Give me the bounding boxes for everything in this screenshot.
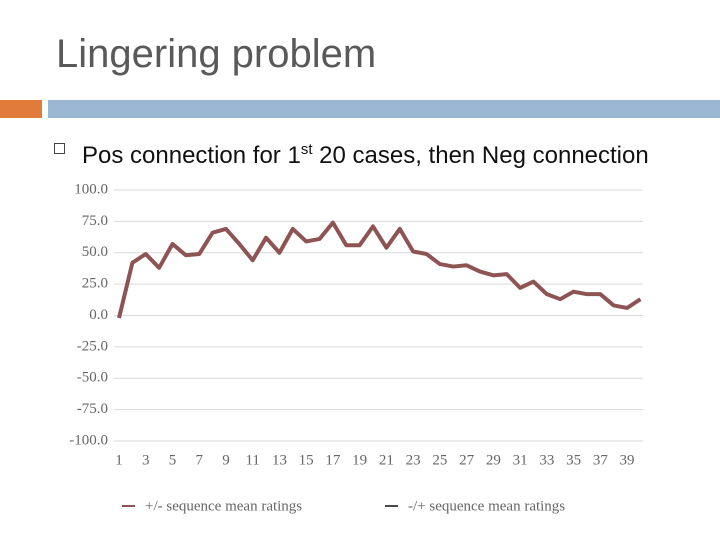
accent-bar [48, 100, 720, 118]
x-tick-label: 3 [142, 452, 150, 468]
x-tick-label: 25 [432, 452, 447, 468]
x-tick-label: 31 [513, 452, 528, 468]
y-tick-label: 100.0 [74, 181, 108, 197]
legend-label: +/- sequence mean ratings [145, 498, 302, 514]
y-tick-label: -25.0 [77, 338, 108, 354]
bullet-text: Pos connection for 1st 20 cases, then Ne… [82, 134, 682, 172]
x-tick-label: 11 [245, 452, 259, 468]
y-tick-label: -75.0 [77, 401, 108, 417]
x-tick-label: 29 [486, 452, 501, 468]
accent-block [0, 100, 42, 118]
slide-title: Lingering problem [56, 32, 377, 76]
y-tick-label: 25.0 [82, 276, 108, 292]
x-tick-label: 27 [459, 452, 475, 468]
legend-label: -/+ sequence mean ratings [408, 498, 565, 514]
x-tick-label: 9 [222, 452, 230, 468]
bullet-part: 20 cases, then Neg connection [312, 142, 649, 169]
y-tick-label: -100.0 [69, 432, 108, 448]
x-tick-label: 35 [566, 452, 581, 468]
y-tick-label: 75.0 [82, 213, 108, 229]
x-tick-label: 17 [325, 452, 341, 468]
x-tick-label: 5 [169, 452, 177, 468]
x-tick-label: 39 [620, 452, 635, 468]
y-tick-label: 50.0 [82, 244, 108, 260]
y-tick-label: -50.0 [77, 370, 108, 386]
x-tick-label: 19 [352, 452, 367, 468]
x-tick-label: 21 [379, 452, 394, 468]
x-tick-label: 1 [115, 452, 123, 468]
bullet-superscript: st [300, 141, 313, 158]
y-tick-label: 0.0 [89, 307, 108, 323]
bullet-part: Pos connection for 1 [82, 142, 301, 169]
x-tick-label: 15 [299, 452, 314, 468]
x-tick-label: 13 [272, 452, 287, 468]
x-tick-label: 7 [195, 452, 203, 468]
data-line [117, 220, 642, 319]
x-tick-label: 33 [539, 452, 554, 468]
bullet-marker [54, 143, 65, 154]
x-tick-label: 37 [593, 452, 609, 468]
x-tick-label: 23 [406, 452, 421, 468]
